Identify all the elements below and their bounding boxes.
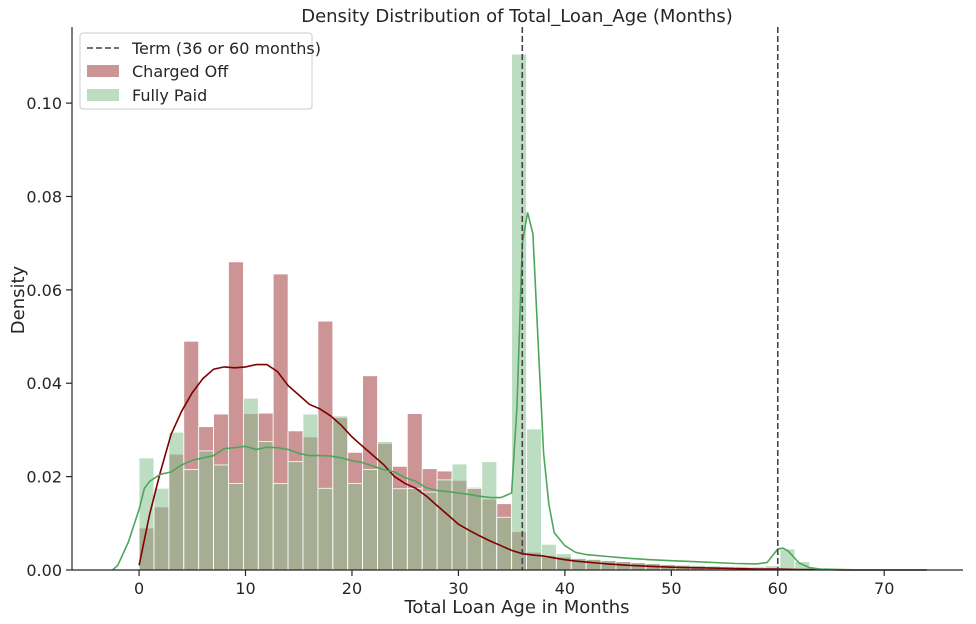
fully-paid-bar [347,483,364,571]
fully-paid-bar [287,461,304,571]
x-tick-label: 10 [235,579,255,598]
legend: Term (36 or 60 months) Charged Off Fully… [79,32,321,110]
fully-paid-bar [302,413,319,571]
fully-paid-bar [198,450,214,571]
fully-paid-bar [585,558,602,571]
fully-paid-bar [481,461,498,571]
fully-paid-bar [257,441,274,571]
fully-paid-bar [272,483,289,571]
histogram-bars [138,53,811,571]
fully-paid-bar [600,560,617,571]
fully-paid-bar [555,553,572,571]
fully-paid-kde-line [111,212,927,571]
fully-paid-bar [213,464,229,571]
x-tick-label: 20 [342,579,362,598]
fully-paid-bar [496,516,513,571]
charged-off-kde-line [138,363,927,571]
y-tick-label: 0.00 [26,561,62,580]
fully-paid-bar [362,469,378,571]
fully-paid-bar [183,469,200,571]
fully-paid-bar [153,487,170,571]
y-tick-label: 0.08 [26,187,62,206]
x-tick-label: 30 [448,579,468,598]
x-tick-label: 70 [874,579,894,598]
y-tick-label: 0.10 [26,94,62,113]
fully-paid-bar [779,548,796,571]
legend-term-label: Term (36 or 60 months) [131,39,321,58]
y-axis-label: Density [8,265,29,334]
x-tick-label: 40 [555,579,575,598]
fully-paid-bar [511,53,527,571]
x-tick-label: 0 [134,579,144,598]
legend-fully-paid-swatch [87,89,119,101]
term-lines [521,27,779,570]
axes: 0 10 20 30 40 50 60 70 0.00 0.02 0.04 0.06 0.08 0.10 [26,27,963,598]
fully-paid-bar [466,487,483,571]
fully-paid-bar [406,487,423,571]
fully-paid-bar [436,479,453,571]
legend-charged-off-swatch [87,65,119,77]
x-axis-label: Total Loan Age in Months [403,597,629,618]
kde-curves [111,212,927,571]
y-tick-label: 0.04 [26,374,62,393]
x-tick-label: 50 [661,579,681,598]
fully-paid-bar [228,483,244,571]
fully-paid-bar [317,487,334,571]
x-tick-label: 60 [768,579,788,598]
chart-title: Density Distribution of Total_Loan_Age (… [301,6,733,27]
y-tick-label: 0.02 [26,468,62,487]
fully-paid-bar [526,428,542,571]
legend-fully-paid-label: Fully Paid [132,86,207,105]
fully-paid-bar [332,415,349,571]
y-tick-label: 0.06 [26,281,62,300]
fully-paid-bar [242,397,259,571]
fully-paid-bar [392,488,408,571]
fully-paid-bar [168,431,185,571]
fully-paid-bar [451,463,468,571]
legend-box [79,32,313,110]
legend-charged-off-label: Charged Off [132,62,229,81]
